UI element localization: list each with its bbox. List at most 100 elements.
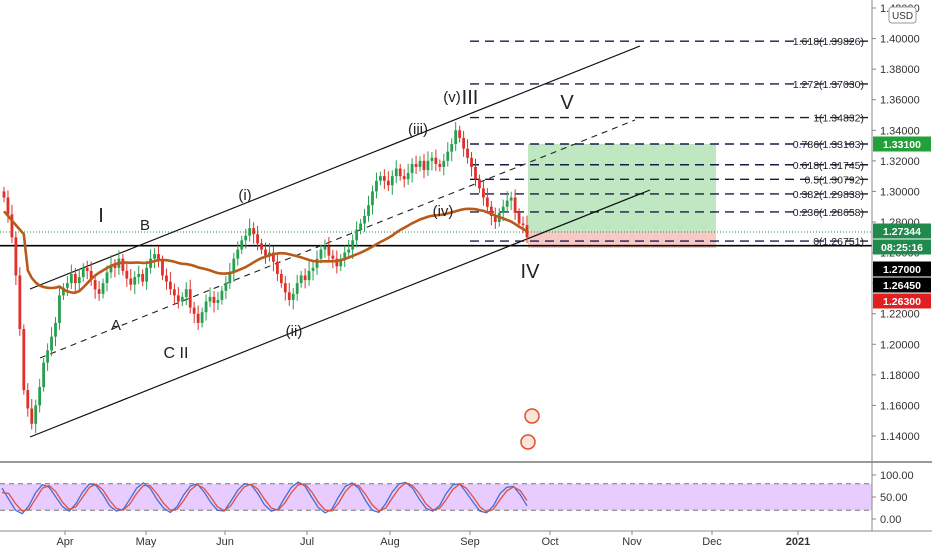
candle[interactable] — [398, 168, 402, 177]
candle[interactable] — [62, 287, 65, 296]
candle[interactable] — [521, 223, 525, 226]
candle[interactable] — [505, 200, 509, 207]
candle[interactable] — [327, 246, 331, 256]
candle[interactable] — [489, 206, 493, 216]
candle[interactable] — [93, 280, 97, 290]
candle[interactable] — [434, 157, 438, 164]
candle[interactable] — [129, 278, 133, 285]
candle[interactable] — [279, 273, 283, 284]
candle[interactable] — [121, 258, 125, 271]
oscillator-line[interactable] — [1, 482, 528, 513]
candle[interactable] — [474, 166, 477, 180]
candle[interactable] — [351, 240, 355, 250]
candle[interactable] — [165, 275, 168, 282]
candle[interactable] — [105, 272, 109, 284]
candle[interactable] — [442, 160, 446, 167]
candle[interactable] — [101, 283, 105, 294]
candle[interactable] — [371, 191, 374, 206]
candle[interactable] — [478, 179, 481, 189]
candle[interactable] — [172, 289, 176, 296]
candle[interactable] — [509, 197, 513, 201]
channel-lower-line[interactable] — [29, 189, 651, 438]
candle[interactable] — [422, 160, 426, 171]
candle[interactable] — [34, 405, 38, 424]
candle[interactable] — [470, 157, 473, 167]
candle[interactable] — [363, 215, 366, 224]
candle[interactable] — [517, 212, 521, 224]
candle[interactable] — [458, 130, 462, 138]
candle[interactable] — [220, 290, 224, 300]
candle[interactable] — [153, 254, 156, 259]
candle[interactable] — [42, 362, 46, 388]
candle[interactable] — [133, 277, 137, 285]
candle[interactable] — [410, 163, 414, 174]
candle[interactable] — [18, 275, 22, 330]
candle[interactable] — [6, 197, 10, 215]
candle[interactable] — [402, 176, 406, 180]
candle[interactable] — [58, 295, 61, 323]
candle[interactable] — [30, 408, 34, 424]
candle[interactable] — [501, 206, 505, 213]
candle[interactable] — [414, 163, 418, 167]
candle[interactable] — [216, 299, 220, 304]
candle[interactable] — [232, 258, 236, 273]
candle[interactable] — [438, 163, 442, 167]
candle[interactable] — [382, 176, 386, 181]
candle[interactable] — [272, 252, 275, 262]
currency-box[interactable]: USD — [888, 6, 917, 24]
candle[interactable] — [283, 283, 287, 293]
candle[interactable] — [10, 214, 14, 238]
candle[interactable] — [212, 296, 216, 304]
candle[interactable] — [303, 275, 307, 281]
economic-event-icon[interactable] — [520, 434, 536, 450]
candle[interactable] — [418, 160, 422, 167]
candle[interactable] — [196, 313, 200, 323]
candle[interactable] — [291, 293, 295, 300]
candle[interactable] — [240, 240, 244, 250]
channel-upper-line[interactable] — [29, 45, 641, 290]
candle[interactable] — [204, 301, 208, 313]
candle[interactable] — [493, 215, 497, 222]
candle[interactable] — [200, 312, 204, 323]
candle[interactable] — [89, 270, 93, 281]
candle[interactable] — [466, 148, 469, 158]
candle[interactable] — [161, 260, 164, 276]
oscillator-line[interactable] — [1, 481, 528, 515]
candle[interactable] — [260, 243, 263, 250]
candle[interactable] — [169, 281, 172, 290]
candle[interactable] — [125, 270, 129, 279]
candle[interactable] — [97, 289, 101, 294]
candle[interactable] — [323, 246, 327, 250]
moving-average-line[interactable] — [3, 207, 528, 295]
candle[interactable] — [513, 197, 517, 213]
candle[interactable] — [454, 130, 458, 145]
candle[interactable] — [188, 289, 192, 308]
candle[interactable] — [355, 229, 359, 241]
candle[interactable] — [236, 249, 240, 259]
candle[interactable] — [192, 307, 196, 314]
candle[interactable] — [157, 254, 160, 261]
candle[interactable] — [248, 228, 252, 236]
candle[interactable] — [430, 157, 434, 161]
candle[interactable] — [359, 223, 362, 230]
candle[interactable] — [22, 329, 26, 391]
candle[interactable] — [462, 137, 466, 149]
candle[interactable] — [176, 295, 180, 302]
candle[interactable] — [46, 350, 49, 363]
candle[interactable] — [113, 264, 117, 268]
candle[interactable] — [73, 273, 77, 284]
candle[interactable] — [65, 283, 69, 288]
candle[interactable] — [85, 267, 89, 271]
candle[interactable] — [335, 258, 339, 267]
candle[interactable] — [307, 270, 311, 281]
candle[interactable] — [2, 191, 6, 198]
candle[interactable] — [315, 258, 319, 268]
candle[interactable] — [228, 272, 232, 284]
candle[interactable] — [14, 237, 18, 276]
candle[interactable] — [180, 296, 184, 302]
candle[interactable] — [256, 234, 259, 244]
candle[interactable] — [347, 249, 351, 253]
candle[interactable] — [394, 168, 398, 177]
candle[interactable] — [141, 273, 145, 282]
